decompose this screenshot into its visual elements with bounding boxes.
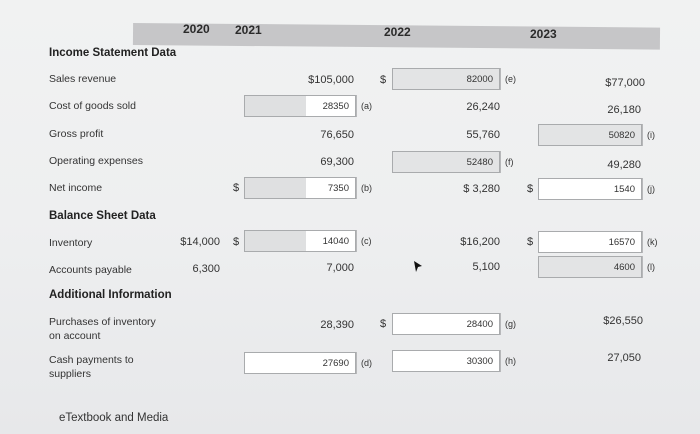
sales-2023: $77,000	[605, 77, 645, 89]
cogs-2021-input[interactable]: 28350	[244, 95, 356, 117]
payable-2020: 6,300	[192, 263, 220, 275]
sales-2022-tag: (e)	[500, 68, 518, 90]
sales-2021: $105,000	[308, 74, 354, 86]
year-2020: 2020	[183, 22, 210, 36]
netincome-2022: $ 3,280	[463, 183, 500, 195]
cash-2023: 27,050	[607, 352, 641, 364]
cogs-2021-tag: (a)	[356, 95, 374, 117]
year-2021: 2021	[235, 23, 262, 37]
inventory-2023-input[interactable]: 16570	[538, 231, 642, 253]
section-balance-sheet: Balance Sheet Data	[49, 210, 156, 222]
row-label-cash-payments: Cash payments to suppliers	[49, 354, 134, 380]
cash-2022-input[interactable]: 30300	[392, 350, 500, 372]
opex-2022-tag: (f)	[500, 151, 518, 173]
inventory-2021-tag: (c)	[356, 230, 374, 252]
row-label-cogs: Cost of goods sold	[49, 100, 136, 112]
row-label-gross-profit: Gross profit	[49, 128, 104, 140]
year-2022: 2022	[384, 25, 411, 39]
dollar-sign: $	[233, 182, 240, 194]
gross-2023-tag: (i)	[642, 124, 660, 146]
inventory-2020: $14,000	[180, 236, 220, 248]
inventory-2021-input[interactable]: 14040	[244, 230, 356, 252]
row-label-inventory: Inventory	[49, 237, 93, 249]
cash-2021-tag: (d)	[356, 352, 374, 374]
row-label-sales: Sales revenue	[49, 73, 117, 85]
row-label-opex: Operating expenses	[49, 155, 143, 167]
inventory-2023-tag: (k)	[642, 231, 660, 253]
row-label-purchases: Purchases of inventory on account	[49, 316, 156, 342]
opex-2021: 69,300	[320, 156, 354, 168]
dollar-sign: $	[527, 183, 534, 195]
payable-2021: 7,000	[326, 262, 354, 274]
gross-2022: 55,760	[466, 129, 500, 141]
purchases-2022-tag: (g)	[500, 313, 518, 335]
mouse-cursor-icon	[414, 261, 422, 272]
cash-2021-input[interactable]: 27690	[244, 352, 356, 374]
etextbook-media-link[interactable]: eTextbook and Media	[59, 412, 169, 424]
payable-2023-input[interactable]: 4600	[538, 256, 642, 278]
cogs-2022: 26,240	[466, 101, 500, 113]
netincome-2023-tag: (j)	[642, 178, 660, 200]
sales-2022-input[interactable]: 82000	[392, 68, 500, 90]
payable-2022: 5,100	[472, 261, 500, 273]
payable-2023-tag: (l)	[642, 256, 660, 278]
row-label-net-income: Net income	[49, 182, 103, 194]
gross-2023-input[interactable]: 50820	[538, 124, 642, 146]
netincome-2021-tag: (b)	[356, 177, 374, 199]
dollar-sign: $	[527, 236, 534, 248]
section-income-statement: Income Statement Data	[49, 47, 177, 59]
cogs-2023: 26,180	[607, 104, 641, 116]
gross-2021: 76,650	[320, 129, 354, 141]
dollar-sign: $	[380, 318, 387, 330]
purchases-2023: $26,550	[603, 315, 643, 327]
netincome-2023-input[interactable]: 1540	[538, 178, 642, 200]
netincome-2021-input[interactable]: 7350	[244, 177, 356, 199]
dollar-sign: $	[233, 236, 240, 248]
opex-2023: 49,280	[607, 159, 641, 171]
dollar-sign: $	[380, 74, 387, 86]
cash-2022-tag: (h)	[500, 350, 518, 372]
section-additional-information: Additional Information	[49, 289, 172, 301]
opex-2022-input[interactable]: 52480	[392, 151, 500, 173]
year-2023: 2023	[530, 27, 557, 41]
inventory-2022: $16,200	[460, 236, 500, 248]
row-label-accounts-payable: Accounts payable	[49, 264, 132, 276]
purchases-2021: 28,390	[320, 319, 354, 331]
purchases-2022-input[interactable]: 28400	[392, 313, 500, 335]
